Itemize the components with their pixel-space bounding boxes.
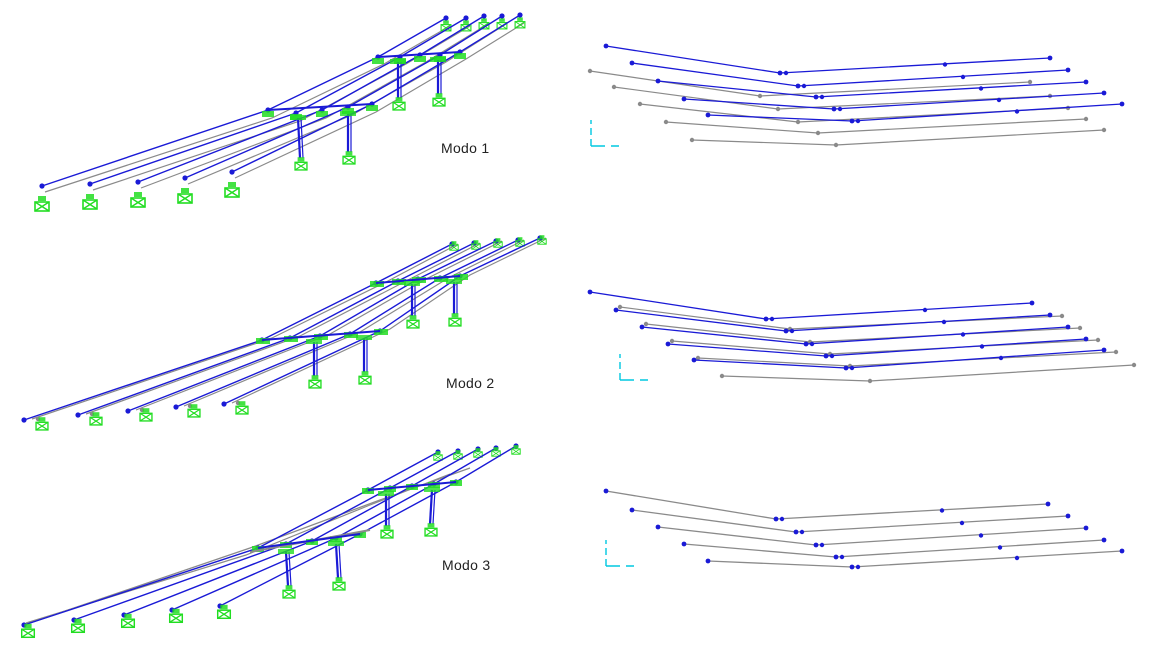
support-icon [478,18,490,30]
pier-column [290,115,308,171]
mode-3-3d-view [20,443,521,639]
support-icon [432,93,446,107]
pier-column [424,487,440,537]
pier-column [306,339,322,389]
support-icon [424,523,438,537]
support-icon [89,412,103,426]
support-icon [491,447,501,457]
pier-column [328,541,346,591]
support-icon [511,445,521,455]
support-icon [82,194,98,210]
pier-column [404,281,420,329]
support-icon [493,238,503,248]
axes-triad-icon [605,540,634,567]
support-icon [537,235,547,245]
support-icon [406,315,420,329]
pier-column [390,59,406,111]
pier-column [356,335,372,385]
support-icon [34,196,50,212]
support-icon [380,525,394,539]
support-icon [440,20,452,32]
support-icon [332,577,346,591]
support-icon [449,241,459,251]
support-icon [130,192,146,208]
support-icon [70,618,86,634]
mode-3-label: Modo 3 [442,557,491,573]
support-icon [168,608,184,624]
support-icon [308,375,322,389]
support-icon [187,404,201,418]
support-icon [515,237,525,247]
mode-1-3d-view [34,12,526,212]
axes-triad-icon [619,354,648,381]
support-icon [392,97,406,111]
support-icon [448,313,462,327]
support-icon [235,401,249,415]
support-icon [224,182,240,198]
support-icon [177,188,193,204]
pier-column [340,111,356,165]
pier-column [430,57,446,107]
support-icon [35,417,49,431]
pier-column [378,491,394,539]
support-icon [139,408,153,422]
support-icon [514,17,526,29]
mode-2-label: Modo 2 [446,375,495,391]
mode-2-3d-view [21,235,547,431]
mode-2-plan-view [587,289,1137,384]
support-icon [471,240,481,250]
mode-3-plan-view [603,488,1125,570]
pier-column [278,549,296,599]
support-icon [282,585,296,599]
axes-triad-icon [590,120,619,147]
pier-column [446,279,462,327]
support-icon [342,151,356,165]
mode-1-label: Modo 1 [441,140,490,156]
support-icon [473,448,483,458]
mode-1-plan-view [587,43,1125,148]
support-icon [120,613,136,629]
support-icon [294,157,308,171]
support-icon [216,604,232,620]
support-icon [20,623,36,639]
support-icon [433,451,443,461]
support-icon [358,371,372,385]
